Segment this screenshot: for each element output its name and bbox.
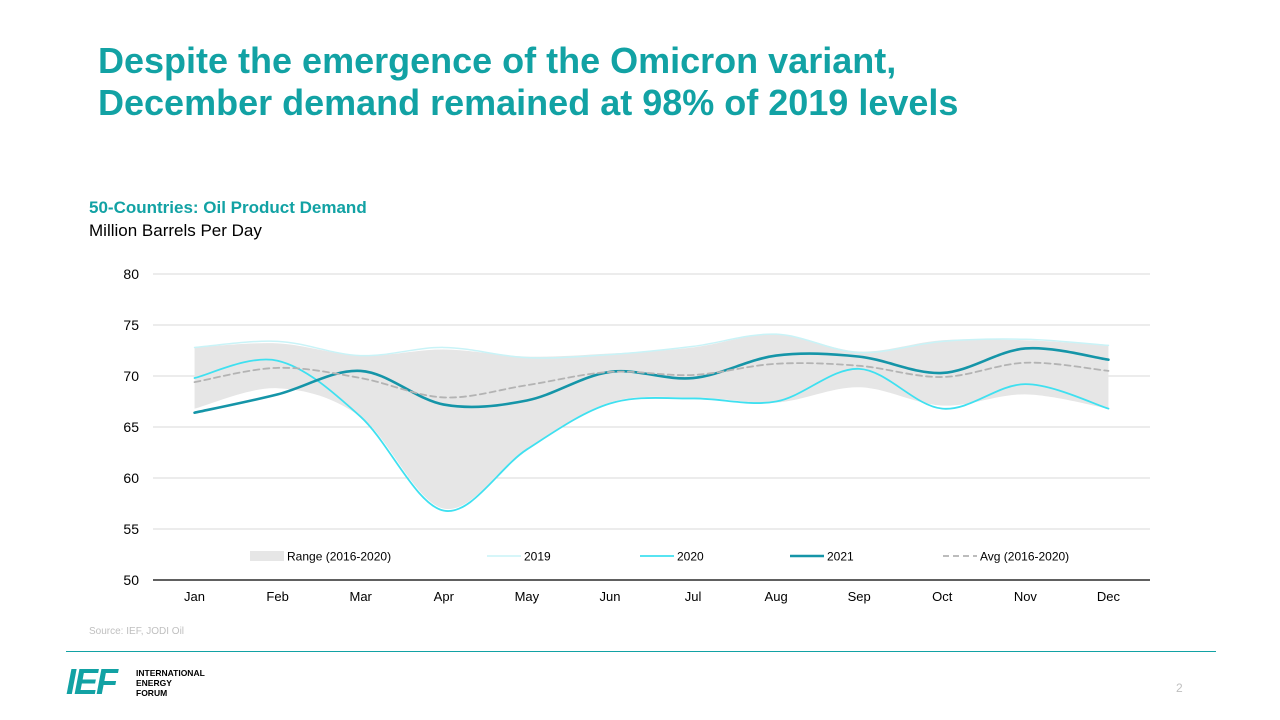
logo-line-1: INTERNATIONAL (136, 668, 205, 678)
ief-logo-text: INTERNATIONAL ENERGY FORUM (136, 668, 296, 698)
legend-label-range-2016-2020-: Range (2016-2020) (287, 550, 391, 564)
series-line-2019 (193, 333, 1110, 359)
footer-divider (66, 651, 1216, 652)
y-tick-label-65: 65 (123, 419, 139, 435)
slide-title-line-1: Despite the emergence of the Omicron var… (98, 40, 897, 81)
legend-label-2019: 2019 (524, 550, 551, 564)
slide-title: Despite the emergence of the Omicron var… (98, 40, 1198, 124)
x-tick-label-jan: Jan (184, 589, 205, 604)
series-line-2020 (193, 358, 1110, 512)
y-tick-label-50: 50 (123, 572, 139, 588)
y-tick-label-80: 80 (123, 266, 139, 282)
legend-label-2021: 2021 (827, 550, 854, 564)
logo-line-2: ENERGY (136, 678, 172, 688)
x-tick-label-mar: Mar (350, 589, 373, 604)
x-tick-label-sep: Sep (848, 589, 871, 604)
x-tick-label-apr: Apr (434, 589, 455, 604)
source-note: Source: IEF, JODI Oil (89, 626, 185, 637)
x-tick-label-oct: Oct (932, 589, 953, 604)
x-tick-label-feb: Feb (266, 589, 288, 604)
legend-label-2020: 2020 (677, 550, 704, 564)
series-line-2021 (193, 346, 1110, 415)
x-tick-label-aug: Aug (765, 589, 788, 604)
legend-label-avg-2016-2020-: Avg (2016-2020) (980, 550, 1069, 564)
page-number: 2 (1176, 681, 1183, 695)
y-tick-label-55: 55 (123, 521, 139, 537)
y-tick-label-70: 70 (123, 368, 139, 384)
x-tick-label-nov: Nov (1014, 589, 1038, 604)
x-tick-label-dec: Dec (1097, 589, 1121, 604)
y-tick-label-75: 75 (123, 317, 139, 333)
ief-logo-mark: IEF (66, 661, 118, 702)
x-tick-label-jul: Jul (685, 589, 702, 604)
range-band (194, 334, 1109, 510)
y-tick-label-60: 60 (123, 470, 139, 486)
x-tick-label-may: May (515, 589, 540, 604)
x-tick-label-jun: Jun (599, 589, 620, 604)
logo-line-3: FORUM (136, 688, 168, 698)
slide-title-line-2: December demand remained at 98% of 2019 … (98, 82, 959, 123)
chart-title: 50-Countries: Oil Product Demand (89, 198, 367, 217)
series-line-avg-2016-2020- (193, 361, 1110, 399)
legend-swatch-range-2016-2020- (250, 551, 284, 561)
chart-subtitle: Million Barrels Per Day (89, 221, 262, 240)
